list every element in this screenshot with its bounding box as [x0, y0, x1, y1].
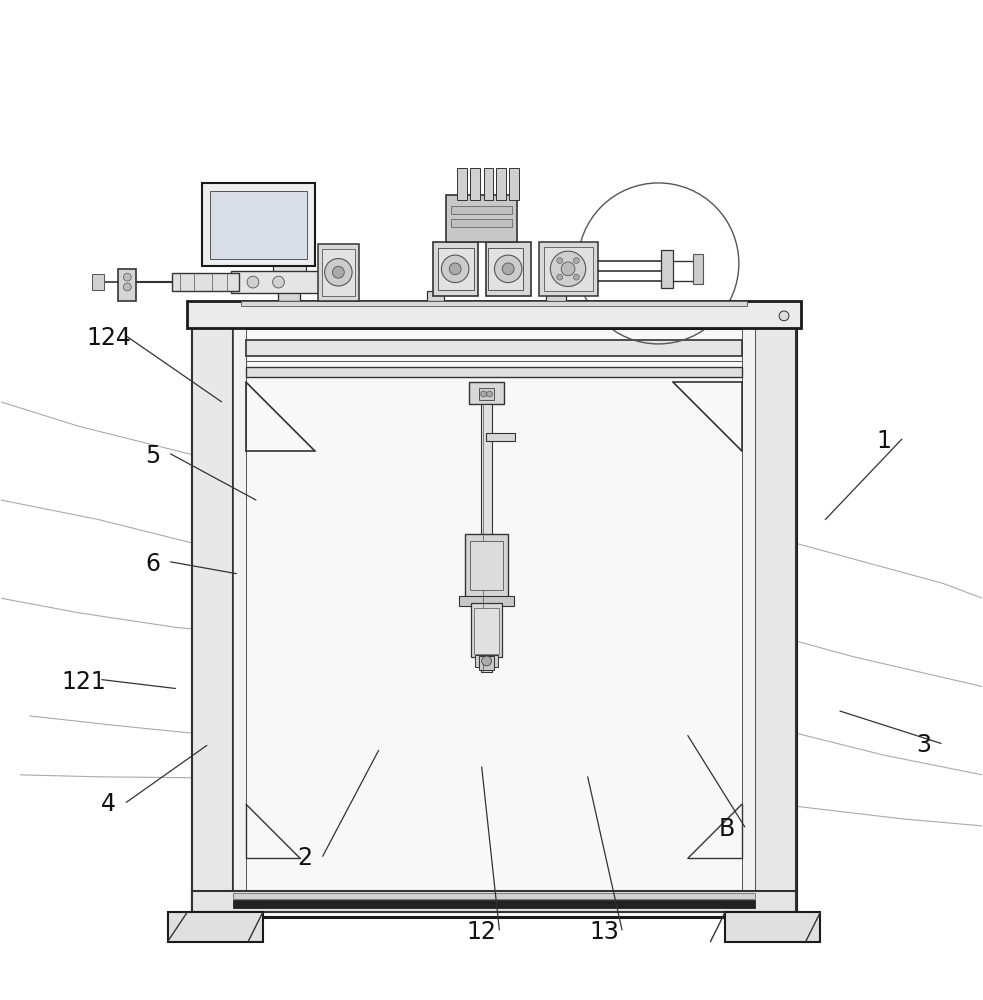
- Bar: [172, 273, 239, 291]
- Bar: [481, 404, 492, 672]
- Bar: [233, 900, 755, 908]
- Circle shape: [550, 251, 586, 286]
- Bar: [246, 340, 742, 356]
- Bar: [231, 271, 344, 293]
- Text: 5: 5: [145, 444, 160, 468]
- Circle shape: [573, 258, 579, 263]
- Bar: [192, 328, 796, 917]
- Text: 13: 13: [590, 920, 619, 944]
- Bar: [241, 301, 747, 306]
- Bar: [459, 596, 514, 606]
- Circle shape: [556, 274, 562, 280]
- Circle shape: [482, 656, 492, 666]
- Bar: [318, 244, 359, 301]
- Bar: [278, 260, 300, 301]
- Circle shape: [272, 276, 284, 288]
- Bar: [119, 269, 137, 301]
- Text: 2: 2: [298, 846, 313, 870]
- Bar: [438, 248, 474, 290]
- Bar: [693, 254, 703, 284]
- Bar: [474, 608, 499, 654]
- Text: 6: 6: [145, 552, 160, 576]
- Text: 121: 121: [62, 670, 106, 694]
- Bar: [470, 168, 480, 200]
- Circle shape: [332, 266, 344, 278]
- Bar: [547, 291, 566, 301]
- Bar: [475, 655, 498, 667]
- Bar: [192, 891, 796, 912]
- Circle shape: [556, 258, 562, 263]
- Bar: [662, 250, 673, 288]
- Text: 3: 3: [916, 733, 931, 757]
- Circle shape: [449, 263, 461, 275]
- Bar: [742, 328, 755, 917]
- Circle shape: [561, 262, 575, 276]
- Bar: [451, 206, 512, 214]
- Text: 4: 4: [101, 792, 116, 816]
- Bar: [272, 252, 306, 273]
- Bar: [427, 291, 444, 301]
- Bar: [486, 242, 531, 296]
- Bar: [202, 183, 315, 266]
- Circle shape: [502, 263, 514, 275]
- Bar: [496, 168, 506, 200]
- Circle shape: [573, 274, 579, 280]
- Bar: [451, 219, 512, 227]
- Bar: [465, 534, 508, 598]
- Bar: [725, 912, 821, 942]
- Circle shape: [441, 255, 469, 283]
- Bar: [167, 912, 262, 942]
- Bar: [484, 168, 493, 200]
- Text: B: B: [719, 817, 735, 841]
- Circle shape: [487, 391, 492, 397]
- Bar: [92, 274, 104, 290]
- Text: 12: 12: [467, 920, 496, 944]
- Bar: [187, 301, 801, 328]
- Bar: [479, 388, 494, 400]
- Bar: [544, 247, 593, 291]
- Bar: [755, 328, 796, 917]
- Text: 124: 124: [87, 326, 131, 350]
- Bar: [479, 656, 494, 670]
- Circle shape: [124, 273, 132, 281]
- Bar: [488, 248, 523, 290]
- Bar: [233, 893, 755, 899]
- Bar: [457, 168, 467, 200]
- Bar: [433, 242, 478, 296]
- Circle shape: [481, 391, 487, 397]
- Bar: [539, 242, 598, 296]
- Bar: [233, 328, 246, 917]
- Text: 1: 1: [877, 429, 892, 453]
- Bar: [321, 249, 355, 296]
- Circle shape: [780, 311, 789, 321]
- Bar: [509, 168, 519, 200]
- Bar: [446, 195, 517, 242]
- Circle shape: [494, 255, 522, 283]
- Bar: [246, 367, 742, 377]
- Circle shape: [247, 276, 259, 288]
- Bar: [486, 433, 515, 441]
- Bar: [192, 328, 233, 917]
- Bar: [209, 191, 307, 259]
- Circle shape: [324, 259, 352, 286]
- Bar: [469, 382, 504, 404]
- Circle shape: [124, 283, 132, 291]
- Bar: [470, 541, 503, 590]
- Bar: [471, 603, 502, 657]
